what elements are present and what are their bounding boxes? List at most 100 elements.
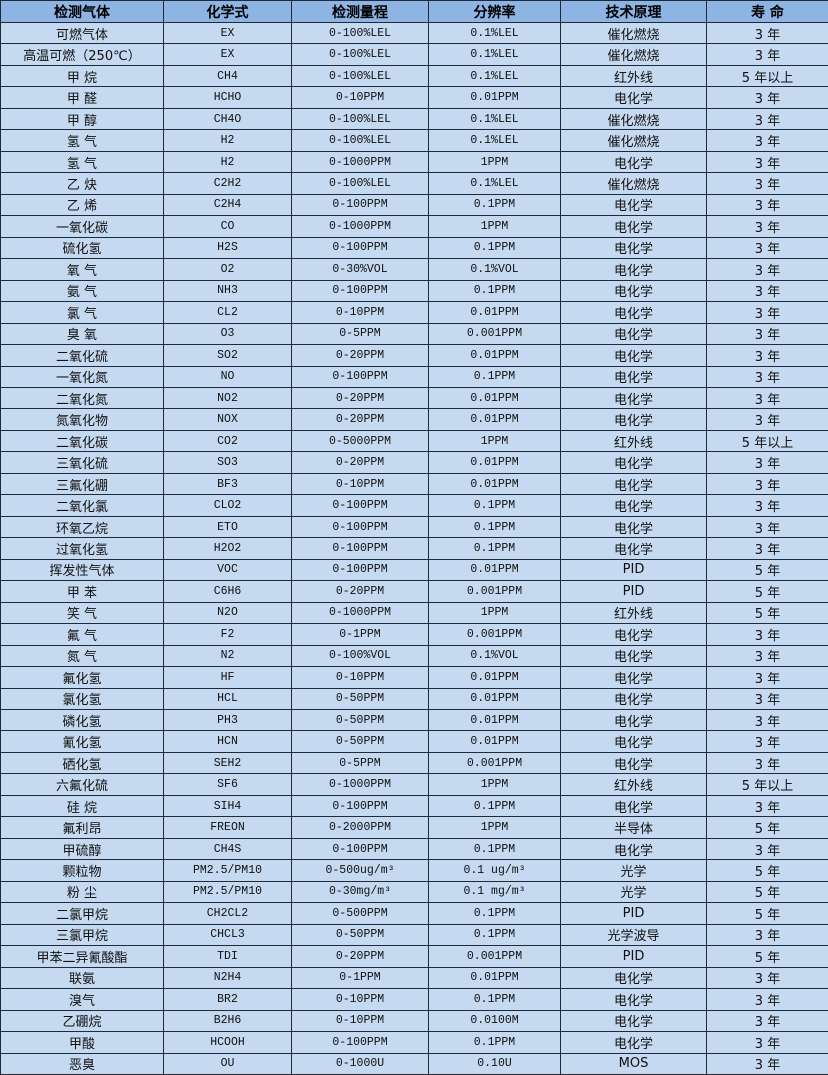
- resolution-cell: 0.001PPM: [429, 581, 561, 602]
- principle-cell: 电化学: [561, 409, 707, 430]
- formula-cell: SF6: [164, 774, 292, 795]
- resolution-cell: 0.1%LEL: [429, 108, 561, 129]
- range-cell: 0-100%LEL: [292, 65, 429, 86]
- gas-cell: 硅 烷: [1, 795, 164, 816]
- principle-cell: 红外线: [561, 774, 707, 795]
- principle-cell: 电化学: [561, 538, 707, 559]
- lifespan-cell: 5 年以上: [707, 774, 828, 795]
- range-cell: 0-50PPM: [292, 710, 429, 731]
- range-cell: 0-1PPM: [292, 967, 429, 988]
- lifespan-cell: 3 年: [707, 151, 828, 172]
- lifespan-cell: 3 年: [707, 173, 828, 194]
- gas-cell: 硒化氢: [1, 752, 164, 773]
- lifespan-cell: 3 年: [707, 23, 828, 44]
- gas-cell: 笑 气: [1, 602, 164, 623]
- gas-cell: 过氧化氢: [1, 538, 164, 559]
- principle-cell: PID: [561, 559, 707, 580]
- formula-cell: SO3: [164, 452, 292, 473]
- formula-cell: BF3: [164, 473, 292, 494]
- range-cell: 0-100PPM: [292, 538, 429, 559]
- lifespan-cell: 5 年: [707, 602, 828, 623]
- lifespan-cell: 3 年: [707, 924, 828, 945]
- range-cell: 0-500ug/m³: [292, 860, 429, 881]
- principle-cell: 电化学: [561, 516, 707, 537]
- lifespan-cell: 3 年: [707, 967, 828, 988]
- gas-cell: 臭 氧: [1, 323, 164, 344]
- range-cell: 0-10PPM: [292, 989, 429, 1010]
- range-cell: 0-50PPM: [292, 731, 429, 752]
- principle-cell: 电化学: [561, 473, 707, 494]
- principle-cell: 催化燃烧: [561, 23, 707, 44]
- lifespan-cell: 5 年以上: [707, 430, 828, 451]
- lifespan-cell: 3 年: [707, 87, 828, 108]
- gas-cell: 氰化氢: [1, 731, 164, 752]
- principle-cell: 催化燃烧: [561, 130, 707, 151]
- resolution-cell: 0.1PPM: [429, 194, 561, 215]
- formula-cell: VOC: [164, 559, 292, 580]
- gas-cell: 联氨: [1, 967, 164, 988]
- principle-cell: 电化学: [561, 645, 707, 666]
- lifespan-cell: 3 年: [707, 237, 828, 258]
- principle-cell: 红外线: [561, 65, 707, 86]
- lifespan-cell: 5 年: [707, 946, 828, 967]
- lifespan-cell: 3 年: [707, 130, 828, 151]
- lifespan-cell: 3 年: [707, 259, 828, 280]
- resolution-cell: 0.001PPM: [429, 752, 561, 773]
- range-cell: 0-20PPM: [292, 946, 429, 967]
- principle-cell: 电化学: [561, 280, 707, 301]
- formula-cell: H2S: [164, 237, 292, 258]
- principle-cell: 催化燃烧: [561, 44, 707, 65]
- resolution-cell: 0.1PPM: [429, 1032, 561, 1053]
- range-cell: 0-100%LEL: [292, 173, 429, 194]
- resolution-cell: 0.1PPM: [429, 366, 561, 387]
- resolution-cell: 0.01PPM: [429, 688, 561, 709]
- principle-cell: 电化学: [561, 452, 707, 473]
- resolution-cell: 0.01PPM: [429, 87, 561, 108]
- gas-cell: 乙 炔: [1, 173, 164, 194]
- gas-cell: 氟利昂: [1, 817, 164, 838]
- resolution-cell: 1PPM: [429, 216, 561, 237]
- gas-cell: 硫化氢: [1, 237, 164, 258]
- formula-cell: CH4O: [164, 108, 292, 129]
- formula-cell: N2H4: [164, 967, 292, 988]
- lifespan-cell: 5 年: [707, 581, 828, 602]
- formula-cell: H2O2: [164, 538, 292, 559]
- formula-cell: HCN: [164, 731, 292, 752]
- formula-cell: N2: [164, 645, 292, 666]
- lifespan-cell: 3 年: [707, 710, 828, 731]
- range-cell: 0-100PPM: [292, 559, 429, 580]
- principle-cell: 电化学: [561, 1032, 707, 1053]
- gas-cell: 氨 气: [1, 280, 164, 301]
- gas-cell: 氧 气: [1, 259, 164, 280]
- principle-cell: 电化学: [561, 259, 707, 280]
- formula-cell: SEH2: [164, 752, 292, 773]
- principle-cell: MOS: [561, 1053, 707, 1074]
- lifespan-cell: 3 年: [707, 645, 828, 666]
- lifespan-cell: 3 年: [707, 624, 828, 645]
- resolution-cell: 1PPM: [429, 430, 561, 451]
- formula-cell: SIH4: [164, 795, 292, 816]
- resolution-cell: 0.1PPM: [429, 795, 561, 816]
- gas-cell: 氢 气: [1, 130, 164, 151]
- formula-cell: BR2: [164, 989, 292, 1010]
- resolution-cell: 0.01PPM: [429, 667, 561, 688]
- principle-cell: 红外线: [561, 430, 707, 451]
